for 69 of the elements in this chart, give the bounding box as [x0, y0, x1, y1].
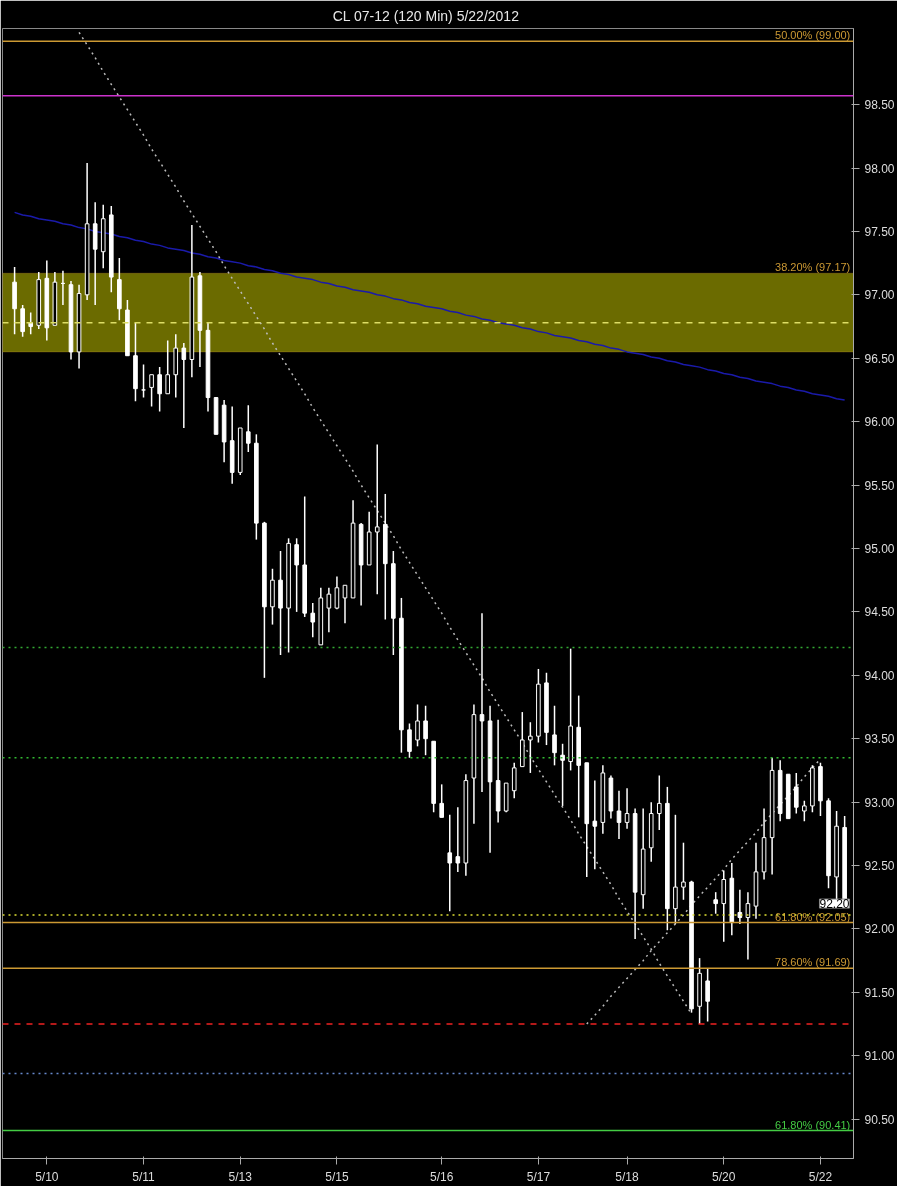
candlestick [673, 814, 678, 925]
y-tick-label: 96.00 [864, 415, 895, 430]
candlestick [326, 587, 332, 633]
candlestick [334, 575, 340, 611]
y-tick-label: 95.00 [864, 541, 895, 556]
candlestick [624, 787, 630, 830]
y-tick-label: 90.50 [864, 1112, 895, 1127]
ref-line-label: 61.80% (92.05) [775, 910, 851, 923]
candlestick [447, 814, 453, 912]
y-tick-label: 97.50 [864, 224, 895, 239]
candlestick [737, 888, 743, 925]
candlestick [374, 443, 380, 595]
candlestick [616, 789, 622, 840]
ref-line-label: 61.80% (90.41) [775, 1118, 851, 1131]
candlestick [342, 584, 348, 625]
x-tick-label: 5/18 [615, 1169, 640, 1184]
ref-line-label: 78.60% (91.69) [775, 956, 851, 969]
y-tick-label: 93.00 [864, 795, 895, 810]
y-tick-label: 93.50 [864, 732, 895, 747]
candlestick [157, 366, 162, 413]
candlestick [745, 891, 751, 961]
candlestick [592, 779, 598, 871]
candlestick [793, 772, 799, 815]
candlestick [165, 339, 171, 395]
candlestick [552, 704, 557, 767]
candlestick [439, 783, 445, 819]
y-tick-label: 95.50 [864, 478, 895, 493]
y-tick-label: 98.00 [864, 161, 895, 176]
y-tick-label: 97.00 [864, 288, 895, 303]
band-label: 38.20% (97.17) [775, 261, 851, 274]
x-tick-label: 5/13 [228, 1169, 253, 1184]
y-tick-label: 94.50 [864, 605, 895, 620]
candlestick [802, 800, 807, 822]
candlestick [245, 404, 251, 453]
y-tick-label: 94.00 [864, 668, 895, 683]
y-tick-label: 91.50 [864, 985, 895, 1000]
candlestick [407, 722, 412, 759]
candlestick [310, 602, 316, 638]
candlestick [294, 537, 299, 613]
candlestick [705, 967, 710, 1023]
y-tick-label: 98.50 [864, 98, 895, 113]
x-tick-label: 5/16 [430, 1169, 454, 1184]
chart-title: CL 07-12 (120 Min) 5/22/2012 [332, 7, 520, 24]
candlestick [528, 721, 533, 774]
y-tick-label: 92.50 [864, 859, 895, 874]
candlestick [149, 373, 154, 408]
candlestick [455, 806, 461, 873]
candlestick [511, 762, 517, 800]
x-tick-label: 5/10 [35, 1169, 59, 1184]
candlestick [681, 841, 686, 901]
candlestick [181, 342, 187, 429]
candlestick [656, 774, 662, 831]
candlestick [479, 612, 485, 793]
candlestick [713, 891, 719, 915]
y-tick-label: 91.00 [864, 1049, 895, 1064]
x-tick-label: 5/20 [712, 1169, 736, 1184]
candlestick [423, 704, 428, 756]
candlestick [28, 311, 34, 335]
annotation: 92.20 [819, 897, 850, 912]
y-tick-label: 92.00 [864, 922, 895, 937]
ref-line-label: 50.00% (99.00) [775, 29, 851, 42]
x-tick-label: 5/22 [808, 1169, 833, 1184]
candlestick [560, 743, 565, 807]
x-tick-label: 5/11 [132, 1169, 156, 1184]
y-tick-label: 96.50 [864, 351, 895, 366]
candlestick [20, 304, 25, 338]
x-tick-label: 5/17 [526, 1169, 551, 1184]
x-tick-label: 5/15 [325, 1169, 349, 1184]
candlestick [415, 703, 420, 748]
